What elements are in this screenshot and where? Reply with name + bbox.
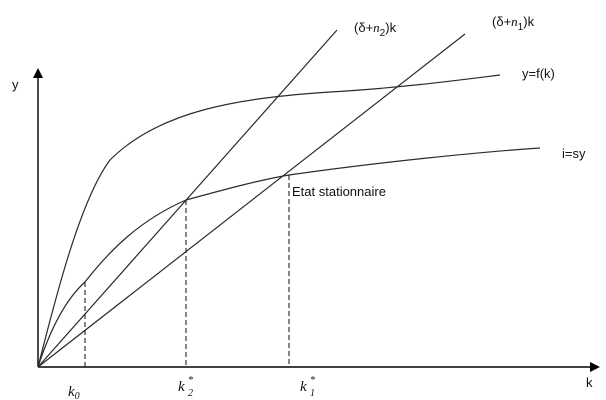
- line-n2: [37, 29, 338, 368]
- production-curve: [37, 74, 501, 368]
- k2-star-label: k: [178, 379, 185, 395]
- line-n1-label: (δ+n1)k: [492, 14, 535, 33]
- line-n1: [37, 33, 466, 368]
- k2-star-sup: *: [188, 375, 193, 386]
- k1-star-label: k: [300, 379, 307, 395]
- production-curve-label: y=f(k): [522, 66, 555, 81]
- investment-curve-label: i=sy: [562, 146, 586, 161]
- x-axis-label: k: [586, 375, 593, 390]
- k1-star-sup: *: [310, 375, 315, 386]
- line-n2-label: (δ+n2)k: [354, 20, 397, 39]
- k1-star-sub: 1: [310, 388, 315, 399]
- k2-star-sub: 2: [188, 388, 193, 399]
- k0-label: k0: [68, 384, 80, 400]
- y-axis-label: y: [12, 77, 19, 92]
- steady-state-label: Etat stationnaire: [292, 184, 386, 199]
- investment-curve: [37, 147, 541, 368]
